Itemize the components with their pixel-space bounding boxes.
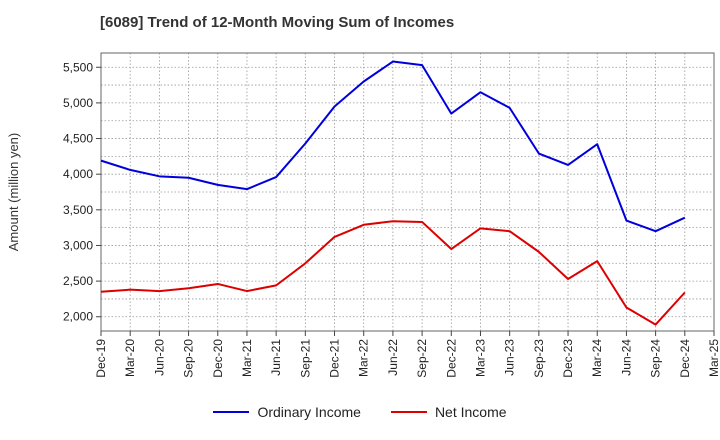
plot-area (100, 52, 715, 332)
x-tick-label: Jun-21 (269, 339, 283, 376)
legend-swatch-ordinary-income (213, 411, 250, 413)
x-tick-label: Mar-21 (240, 339, 254, 377)
x-tick-label: Sep-21 (298, 339, 312, 378)
y-tick-label: 5,000 (63, 96, 93, 110)
x-tick-label: Mar-23 (473, 339, 487, 377)
legend-item-net-income: Net Income (390, 404, 507, 420)
x-tick-label: Jun-20 (152, 339, 166, 376)
y-tick-label: 4,000 (63, 167, 93, 181)
y-tick-label: 5,500 (63, 60, 93, 74)
y-tick-label: 4,500 (63, 132, 93, 146)
y-tick-label: 2,000 (63, 310, 93, 324)
x-tick-label: Dec-24 (678, 339, 692, 378)
x-tick-label: Sep-24 (649, 339, 663, 378)
x-tick-label: Dec-22 (444, 339, 458, 378)
x-tick-label: Dec-19 (94, 339, 108, 378)
x-tick-label: Sep-22 (415, 339, 429, 378)
x-tick-label: Jun-24 (619, 339, 633, 376)
y-axis-title: Amount (million yen) (6, 133, 21, 252)
y-tick-label: 2,500 (63, 274, 93, 288)
x-tick-label: Mar-25 (707, 339, 720, 377)
x-tick-label: Dec-21 (328, 339, 342, 378)
grid (100, 53, 715, 331)
x-tick-label: Mar-24 (590, 339, 604, 377)
x-tick-label: Dec-20 (211, 339, 225, 378)
legend-swatch-net-income (390, 411, 427, 413)
x-tick-label: Dec-23 (561, 339, 575, 378)
y-axis: 2,000 2,500 3,000 3,500 4,000 4,500 5,000 5,500 (63, 60, 101, 324)
x-tick-label: Mar-20 (123, 339, 137, 377)
series-layer (100, 60, 686, 326)
legend: Ordinary Income Net Income (0, 404, 720, 420)
x-tick-label: Jun-22 (386, 339, 400, 376)
x-tick-label: Sep-20 (182, 339, 196, 378)
y-tick-label: 3,000 (63, 238, 93, 252)
x-axis: Dec-19 Mar-20 Jun-20 Sep-20 Dec-20 Mar-21 Jun-… (94, 331, 720, 378)
y-tick-label: 3,500 (63, 203, 93, 217)
series-line-ordinary-income (100, 60, 686, 233)
x-tick-label: Sep-23 (532, 339, 546, 378)
legend-label-net-income: Net Income (434, 404, 507, 420)
series-line-net-income (100, 220, 686, 326)
legend-item-ordinary-income: Ordinary Income (213, 404, 361, 420)
x-tick-label: Mar-22 (357, 339, 371, 377)
chart-title: [6089] Trend of 12-Month Moving Sum of I… (100, 14, 455, 31)
x-tick-label: Jun-23 (503, 339, 517, 376)
legend-label-ordinary-income: Ordinary Income (257, 404, 361, 420)
